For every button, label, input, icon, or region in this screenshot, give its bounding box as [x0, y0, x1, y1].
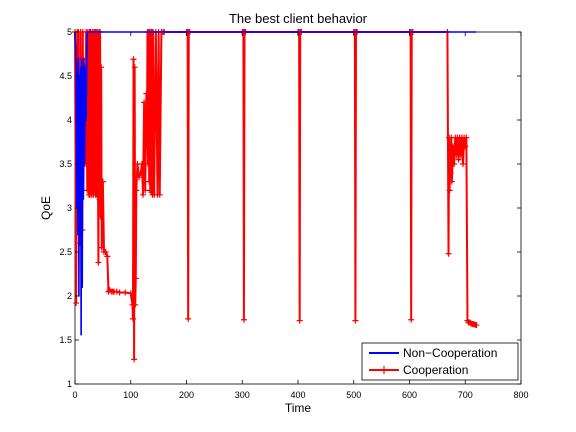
data-point-cooperation	[127, 290, 134, 297]
y-axis-label: QoE	[39, 196, 53, 220]
y-tick-label: 5	[67, 27, 72, 37]
tick-layer: 0 100 200 300 400 500 600 700 800 1 1.5 2 2.5 3 3.5 4 4.…	[59, 27, 528, 400]
data-point-cooperation	[143, 90, 150, 97]
y-tick-label: 1.5	[59, 335, 72, 345]
data-point-cooperation	[185, 315, 192, 322]
y-tick-label: 2.5	[59, 247, 72, 257]
data-point-cooperation	[84, 187, 91, 194]
data-point-cooperation	[131, 356, 138, 363]
legend-box	[361, 342, 519, 381]
data-point-cooperation	[93, 191, 100, 198]
data-point-cooperation	[352, 317, 359, 324]
data-point-cooperation	[136, 174, 143, 181]
data-point-cooperation	[96, 196, 103, 203]
data-point-cooperation	[132, 275, 139, 282]
data-point-cooperation	[131, 64, 138, 71]
x-tick-label: 800	[513, 390, 528, 400]
data-point-cooperation	[143, 143, 150, 150]
series-line-non-cooperation	[74, 31, 477, 336]
data-point-cooperation	[138, 161, 145, 167]
y-tick-label: 2	[67, 291, 72, 301]
data-point-cooperation	[141, 99, 148, 106]
data-point-cooperation	[116, 289, 123, 296]
data-point-cooperation	[463, 134, 470, 141]
y-tick-label: 3	[67, 203, 72, 213]
data-point-cooperation	[148, 189, 155, 196]
x-axis-label: Time	[285, 401, 312, 415]
data-point-cooperation	[473, 322, 480, 329]
data-point-cooperation	[122, 289, 129, 296]
data-point-cooperation	[145, 161, 152, 167]
data-point-cooperation	[462, 143, 469, 150]
data-point-cooperation	[445, 250, 452, 257]
x-tick-label: 700	[458, 390, 473, 400]
data-point-cooperation	[132, 301, 139, 308]
data-point-cooperation	[104, 253, 111, 260]
data-point-cooperation	[130, 56, 137, 63]
data-point-cooperation	[99, 178, 106, 185]
data-point-cooperation	[240, 316, 247, 323]
y-tick-label: 1	[67, 379, 72, 389]
x-tick-label: 200	[179, 390, 194, 400]
data-point-cooperation	[447, 169, 454, 176]
data-point-cooperation	[97, 213, 104, 220]
data-point-cooperation	[460, 161, 467, 167]
legend-label-non-cooperation: Non−Cooperation	[403, 346, 497, 360]
data-point-cooperation	[451, 161, 458, 167]
data-point-cooperation	[142, 187, 149, 194]
x-tick-label: 100	[123, 390, 138, 400]
plot-area	[74, 31, 522, 385]
data-point-cooperation	[113, 288, 120, 295]
chart-title: The best client behavior	[229, 11, 368, 26]
data-point-cooperation	[296, 317, 303, 324]
data-point-cooperation	[98, 64, 105, 71]
x-tick-label: 300	[235, 390, 250, 400]
data-point-cooperation	[408, 316, 415, 323]
data-point-cooperation	[129, 315, 136, 322]
x-tick-label: 400	[290, 390, 305, 400]
data-point-cooperation	[133, 187, 140, 194]
data-point-cooperation	[98, 244, 105, 251]
x-tick-label: 0	[72, 390, 77, 400]
data-point-cooperation	[446, 187, 453, 194]
data-point-cooperation	[137, 169, 144, 176]
data-point-cooperation	[91, 187, 98, 194]
legend-label-cooperation: Cooperation	[403, 363, 468, 377]
y-tick-label: 3.5	[59, 159, 72, 169]
data-point-cooperation	[95, 259, 102, 266]
data-point-cooperation	[102, 249, 109, 255]
data-point-cooperation	[140, 191, 147, 198]
data-point-cooperation	[156, 191, 163, 198]
data-point-cooperation	[457, 152, 464, 159]
series-layer	[72, 29, 480, 363]
legend-marker-cooperation	[380, 366, 388, 374]
data-point-cooperation	[449, 143, 456, 150]
data-point-cooperation	[146, 178, 153, 185]
x-tick-label: 600	[402, 390, 417, 400]
data-point-cooperation	[448, 178, 455, 185]
y-tick-label: 4.5	[59, 71, 72, 81]
y-tick-label: 4	[67, 115, 72, 125]
legend: Non−Cooperation Cooperation	[361, 342, 519, 381]
data-point-cooperation	[73, 300, 80, 307]
x-tick-label: 500	[346, 390, 361, 400]
data-point-cooperation	[455, 156, 462, 163]
